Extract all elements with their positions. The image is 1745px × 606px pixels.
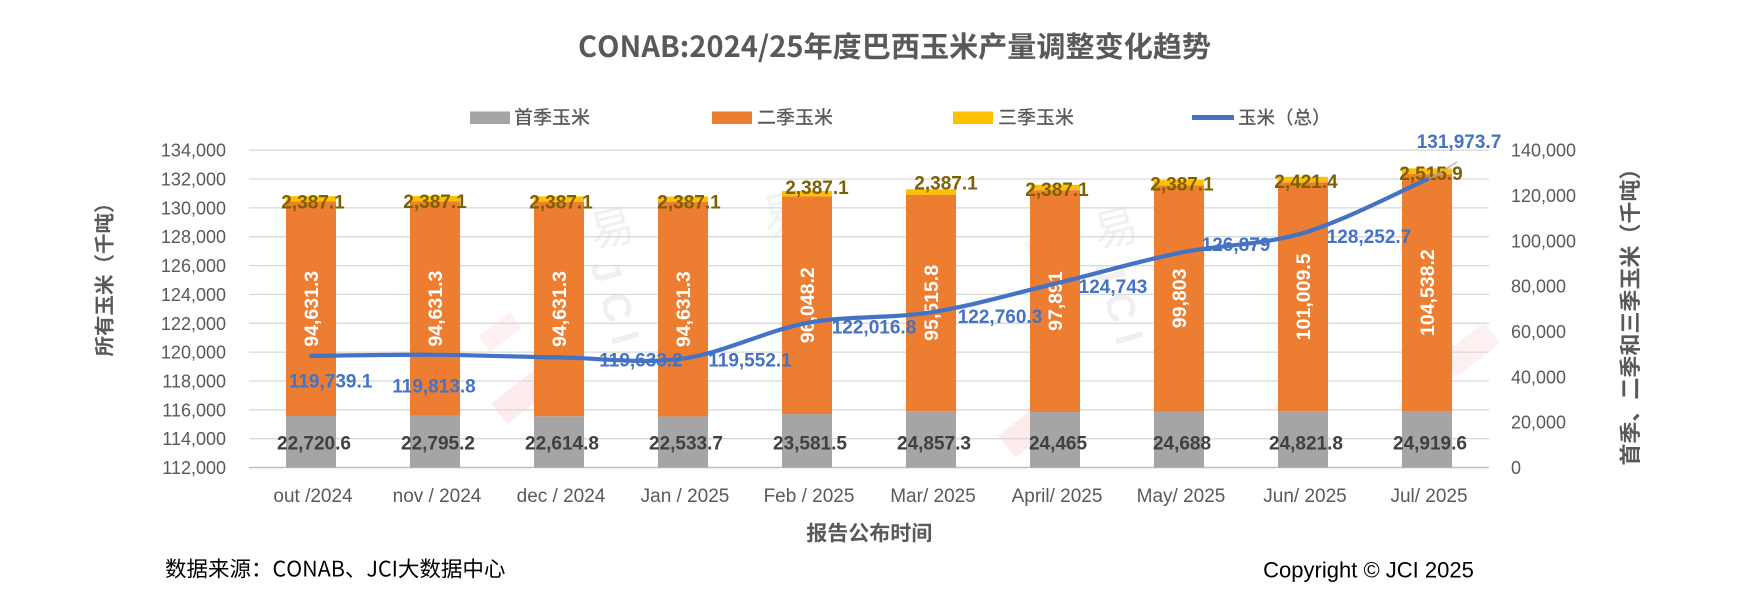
svg-text:131,973.7: 131,973.7	[1417, 132, 1502, 153]
svg-text:23,581.5: 23,581.5	[773, 434, 847, 455]
svg-text:2,387.1: 2,387.1	[281, 193, 345, 214]
svg-text:94,631.3: 94,631.3	[549, 271, 571, 347]
svg-text:132,000: 132,000	[161, 170, 226, 190]
svg-text:2,387.1: 2,387.1	[1025, 180, 1089, 201]
svg-text:96,048.2: 96,048.2	[797, 267, 819, 343]
svg-text:2,387.1: 2,387.1	[1150, 175, 1214, 196]
svg-text:116,000: 116,000	[162, 400, 226, 420]
svg-text:2,387.1: 2,387.1	[914, 173, 978, 194]
svg-text:100,000: 100,000	[1511, 231, 1576, 251]
svg-text:nov / 2024: nov / 2024	[393, 486, 482, 507]
svg-text:22,533.7: 22,533.7	[649, 434, 723, 455]
svg-text:118,000: 118,000	[162, 372, 226, 392]
svg-text:114,000: 114,000	[162, 429, 226, 449]
svg-text:122,000: 122,000	[161, 314, 226, 334]
svg-text:120,000: 120,000	[161, 343, 226, 363]
svg-text:112,000: 112,000	[162, 458, 226, 478]
svg-text:60,000: 60,000	[1511, 322, 1566, 342]
svg-text:104,538.2: 104,538.2	[1417, 249, 1439, 336]
svg-text:101,009.5: 101,009.5	[1293, 253, 1315, 340]
svg-text:120,000: 120,000	[1511, 186, 1576, 206]
svg-text:80,000: 80,000	[1511, 277, 1566, 297]
svg-text:94,631.3: 94,631.3	[425, 270, 447, 346]
svg-text:94,631.3: 94,631.3	[301, 271, 323, 347]
svg-text:dec / 2024: dec / 2024	[517, 486, 606, 507]
svg-text:95,515.8: 95,515.8	[921, 265, 943, 341]
svg-text:119,739.1: 119,739.1	[289, 372, 373, 393]
svg-text:99,803: 99,803	[1169, 268, 1191, 328]
svg-text:130,000: 130,000	[161, 198, 226, 218]
svg-text:124,743: 124,743	[1079, 277, 1148, 298]
svg-text:Jan / 2025: Jan / 2025	[641, 486, 730, 507]
svg-text:122,016.8: 122,016.8	[832, 318, 917, 339]
svg-text:134,000: 134,000	[161, 141, 226, 161]
svg-text:22,720.6: 22,720.6	[277, 434, 351, 455]
svg-text:2,387.1: 2,387.1	[403, 192, 467, 213]
svg-text:94,631.3: 94,631.3	[673, 271, 695, 347]
svg-text:2,515.9: 2,515.9	[1399, 164, 1462, 185]
svg-text:Feb / 2025: Feb / 2025	[764, 486, 855, 507]
svg-text:140,000: 140,000	[1511, 141, 1576, 161]
svg-text:20,000: 20,000	[1511, 413, 1566, 433]
svg-text:24,688: 24,688	[1153, 434, 1211, 455]
svg-text:119,552.1: 119,552.1	[708, 351, 792, 372]
svg-text:Jun/ 2025: Jun/ 2025	[1263, 486, 1346, 507]
svg-text:2,387.1: 2,387.1	[657, 193, 721, 214]
svg-text:2,387.1: 2,387.1	[785, 178, 849, 199]
svg-text:24,919.6: 24,919.6	[1393, 434, 1467, 455]
svg-text:24,857.3: 24,857.3	[897, 434, 971, 455]
svg-text:40,000: 40,000	[1511, 367, 1566, 387]
svg-text:128,000: 128,000	[161, 227, 226, 247]
svg-text:0: 0	[1511, 458, 1521, 478]
svg-text:out /2024: out /2024	[273, 486, 353, 507]
svg-text:April/ 2025: April/ 2025	[1012, 486, 1103, 507]
svg-text:2,387.1: 2,387.1	[529, 192, 593, 213]
svg-text:128,252.7: 128,252.7	[1327, 227, 1412, 248]
svg-text:22,795.2: 22,795.2	[401, 434, 475, 455]
svg-text:24,465: 24,465	[1029, 434, 1088, 455]
svg-text:Copyright © JCI 2025: Copyright © JCI 2025	[1263, 557, 1474, 582]
svg-text:122,760.3: 122,760.3	[958, 307, 1043, 328]
svg-text:22,614.8: 22,614.8	[525, 434, 599, 455]
svg-text:119,813.8: 119,813.8	[392, 377, 475, 398]
svg-text:Jul/ 2025: Jul/ 2025	[1390, 486, 1467, 507]
svg-text:May/ 2025: May/ 2025	[1137, 486, 1226, 507]
svg-text:126,000: 126,000	[161, 256, 226, 276]
svg-text:124,000: 124,000	[161, 285, 226, 305]
svg-text:Mar/ 2025: Mar/ 2025	[890, 486, 976, 507]
svg-text:2,421.4: 2,421.4	[1274, 172, 1338, 193]
svg-text:24,821.8: 24,821.8	[1269, 434, 1343, 455]
